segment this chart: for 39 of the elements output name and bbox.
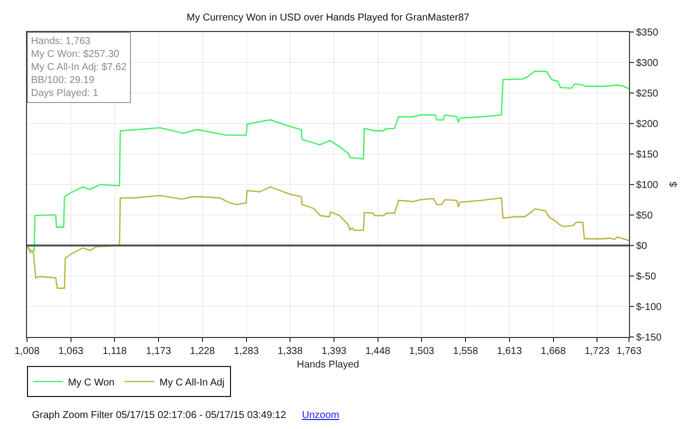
x-tick-label: 1,763 bbox=[616, 346, 642, 357]
x-tick-label: 1,448 bbox=[365, 346, 391, 357]
annotation: BB/100: 29.19 bbox=[31, 75, 95, 86]
x-tick-label: 1,118 bbox=[102, 346, 128, 357]
y-tick-label: $250 bbox=[636, 88, 659, 100]
y-tick-label: $100 bbox=[636, 180, 659, 191]
annotation: My C All-In Adj: $7.62 bbox=[31, 62, 128, 73]
legend-label: My C All-In Adj bbox=[160, 377, 225, 388]
text: Unzoom bbox=[302, 410, 340, 421]
legend-label: My C Won bbox=[68, 377, 114, 388]
chart-title: My Currency Won in USD over Hands Played for GranMaster87 bbox=[186, 12, 470, 24]
y-tick-label: $50 bbox=[636, 210, 654, 222]
y-tick-label: $200 bbox=[636, 119, 659, 130]
x-tick-label: 1,558 bbox=[453, 346, 478, 357]
y-axis-title: $ bbox=[668, 181, 680, 188]
x-tick-label: 1,668 bbox=[540, 346, 566, 357]
text: Graph Zoom Filter 05/17/15 02:17:06 - 05/17/15 03:49:12 bbox=[32, 410, 286, 421]
x-axis-title: Hands Played bbox=[296, 360, 360, 370]
x-tick-label: 1,503 bbox=[409, 346, 435, 357]
annotation: My C Won: $257.30 bbox=[31, 49, 120, 60]
x-tick-label: 1,063 bbox=[58, 346, 84, 357]
y-tick-label: $0 bbox=[636, 241, 648, 252]
y-tick-label: $-50 bbox=[636, 272, 656, 282]
annotation: Hands: 1,763 bbox=[31, 36, 91, 47]
y-tick-label: $350 bbox=[636, 28, 659, 38]
y-tick-label: $300 bbox=[636, 58, 659, 69]
y-tick-label: $-150 bbox=[636, 332, 662, 344]
x-tick-label: 1,393 bbox=[321, 346, 347, 357]
y-tick-label: $150 bbox=[636, 150, 659, 160]
x-tick-label: 1,228 bbox=[190, 346, 216, 357]
x-tick-label: 1,008 bbox=[14, 346, 40, 357]
x-tick-label: 1,723 bbox=[584, 346, 610, 357]
x-tick-label: 1,338 bbox=[278, 346, 304, 357]
y-tick-label: $-100 bbox=[636, 302, 662, 313]
annotation: Days Played: 1 bbox=[31, 88, 99, 99]
x-tick-label: 1,173 bbox=[146, 346, 172, 357]
x-tick-label: 1,283 bbox=[234, 346, 260, 357]
line-series bbox=[27, 186, 629, 289]
x-tick-label: 1,613 bbox=[496, 346, 522, 357]
